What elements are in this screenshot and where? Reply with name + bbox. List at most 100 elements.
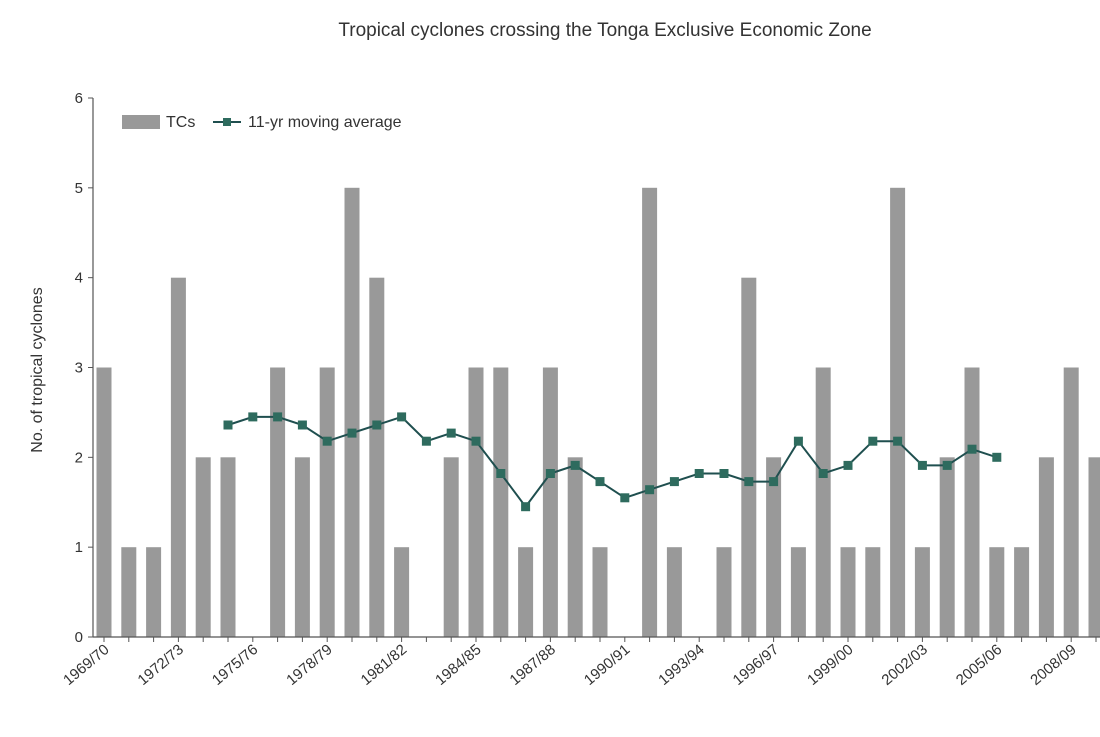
bar-1984/85 <box>468 367 484 637</box>
bar-2000/01 <box>865 547 881 637</box>
moving-average-point-1987/88 <box>545 469 555 478</box>
chart-title: Tropical cyclones crossing the Tonga Exc… <box>338 20 872 41</box>
moving-average-point-2003/04 <box>942 460 952 470</box>
moving-average-point-1991/92 <box>645 485 655 495</box>
bar-1983/84 <box>443 457 459 637</box>
legend-label-tcs: TCs <box>166 114 195 131</box>
moving-average-line <box>227 415 998 509</box>
bar-1978/79 <box>319 367 335 637</box>
moving-average-point-1980/81 <box>372 420 382 430</box>
x-tick-label-1975/76: 1975/76 <box>209 641 261 689</box>
bar-1997/98 <box>790 547 806 637</box>
x-tick-label-1999/00: 1999/00 <box>804 641 856 689</box>
bar-1974/75 <box>220 457 236 637</box>
moving-average-point-1998/99 <box>818 469 828 478</box>
bar-1991/92 <box>642 187 658 638</box>
moving-average-point-2004/05 <box>967 444 977 454</box>
y-tick-label-6: 6 <box>75 90 83 107</box>
x-tick-label-2005/06: 2005/06 <box>953 641 1005 689</box>
moving-average-point-1996/97 <box>769 477 779 487</box>
x-tick-label-1969/70: 1969/70 <box>60 641 112 689</box>
bar-1980/81 <box>369 277 385 637</box>
x-tick-label-1981/82: 1981/82 <box>358 641 410 689</box>
bar-1995/96 <box>741 277 757 637</box>
bar-1976/77 <box>270 367 286 637</box>
moving-average-point-1986/87 <box>521 502 531 512</box>
bars-layer <box>96 187 1100 638</box>
moving-average-point-2005/06 <box>992 452 1002 462</box>
moving-average-point-1974/75 <box>223 420 233 430</box>
moving-average-point-1982/83 <box>421 436 431 446</box>
y-tick-label-5: 5 <box>75 180 83 197</box>
bar-1992/93 <box>666 547 682 637</box>
bar-2001/02 <box>890 187 906 638</box>
bar-1973/74 <box>195 457 211 637</box>
y-tick-label-3: 3 <box>75 360 83 377</box>
x-tick-label-2008/09: 2008/09 <box>1027 641 1079 689</box>
moving-average-point-2002/03 <box>917 460 927 470</box>
moving-average-layer <box>223 412 1002 512</box>
bar-1970/71 <box>121 547 137 637</box>
bar-1999/00 <box>840 547 856 637</box>
moving-average-point-1981/82 <box>397 412 407 422</box>
bar-1987/88 <box>542 367 558 637</box>
bar-2005/06 <box>989 547 1005 637</box>
legend-swatch-tcs <box>122 115 160 129</box>
moving-average-point-2000/01 <box>868 436 878 446</box>
bar-1971/72 <box>146 547 162 637</box>
moving-average-point-1990/91 <box>620 493 630 503</box>
x-tick-label-2002/03: 2002/03 <box>878 641 930 689</box>
moving-average-point-1989/90 <box>595 477 605 487</box>
legend-label-moving-average: 11-yr moving average <box>248 114 402 131</box>
moving-average-point-1979/80 <box>347 428 357 438</box>
moving-average-point-1992/93 <box>669 477 679 487</box>
x-tick-label-1993/94: 1993/94 <box>655 641 707 689</box>
bar-2009/10 <box>1088 457 1100 637</box>
moving-average-point-1994/95 <box>719 469 729 478</box>
bar-1972/73 <box>170 277 186 637</box>
y-tick-label-0: 0 <box>75 629 83 646</box>
bar-2008/09 <box>1063 367 1079 637</box>
x-tick-label-1987/88: 1987/88 <box>506 641 558 689</box>
x-tick-label-1996/97: 1996/97 <box>730 641 782 689</box>
x-tick-label-1990/91: 1990/91 <box>581 641 633 689</box>
bar-2006/07 <box>1014 547 1030 637</box>
moving-average-point-2001/02 <box>893 436 903 446</box>
bar-1986/87 <box>518 547 534 637</box>
bar-2003/04 <box>939 457 955 637</box>
moving-average-point-1988/89 <box>570 460 580 470</box>
bar-1996/97 <box>766 457 782 637</box>
moving-average-point-1978/79 <box>322 436 332 446</box>
moving-average-point-1999/00 <box>843 460 853 470</box>
bar-2002/03 <box>914 547 930 637</box>
moving-average-point-1984/85 <box>471 436 481 446</box>
moving-average-point-1995/96 <box>744 477 754 487</box>
bar-1979/80 <box>344 187 360 638</box>
y-tick-label-2: 2 <box>75 449 83 466</box>
bar-1981/82 <box>394 547 410 637</box>
bar-1988/89 <box>567 457 583 637</box>
moving-average-point-1983/84 <box>446 428 456 438</box>
bar-2007/08 <box>1038 457 1054 637</box>
moving-average-point-1993/94 <box>694 469 704 478</box>
y-axis-label: No. of tropical cyclones <box>29 287 46 452</box>
moving-average-point-1997/98 <box>793 436 803 446</box>
x-tick-label-1978/79: 1978/79 <box>283 641 335 689</box>
bar-1989/90 <box>592 547 608 637</box>
legend: TCs 11-yr moving average <box>122 114 402 131</box>
bar-1985/86 <box>493 367 509 637</box>
x-tick-label-1984/85: 1984/85 <box>432 641 484 689</box>
moving-average-point-1975/76 <box>248 412 258 422</box>
moving-average-point-1976/77 <box>273 412 283 422</box>
bar-1977/78 <box>294 457 310 637</box>
x-tick-label-1972/73: 1972/73 <box>134 641 186 689</box>
bar-1994/95 <box>716 547 732 637</box>
y-tick-label-4: 4 <box>75 270 83 287</box>
bar-1969/70 <box>96 367 112 637</box>
moving-average-point-1977/78 <box>297 420 307 430</box>
y-tick-label-1: 1 <box>75 539 83 556</box>
legend-swatch-moving-average-marker <box>223 118 231 126</box>
moving-average-point-1985/86 <box>496 469 506 478</box>
bar-2004/05 <box>964 367 980 637</box>
